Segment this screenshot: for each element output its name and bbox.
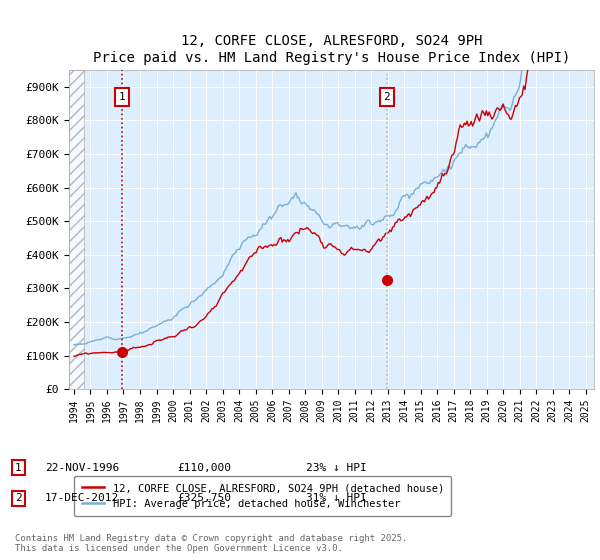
Bar [69,70,83,389]
Text: £325,750: £325,750 [177,493,231,503]
Text: 2: 2 [383,92,391,102]
Legend: 12, CORFE CLOSE, ALRESFORD, SO24 9PH (detached house), HPI: Average price, detac: 12, CORFE CLOSE, ALRESFORD, SO24 9PH (de… [74,476,451,516]
Text: 31% ↓ HPI: 31% ↓ HPI [306,493,367,503]
Text: £110,000: £110,000 [177,463,231,473]
Title: 12, CORFE CLOSE, ALRESFORD, SO24 9PH
Price paid vs. HM Land Registry's House Pri: 12, CORFE CLOSE, ALRESFORD, SO24 9PH Pri… [93,35,570,64]
Text: 22-NOV-1996: 22-NOV-1996 [45,463,119,473]
Text: Contains HM Land Registry data © Crown copyright and database right 2025.
This d: Contains HM Land Registry data © Crown c… [15,534,407,553]
Text: 1: 1 [15,463,22,473]
Text: 2: 2 [15,493,22,503]
Text: 1: 1 [118,92,125,102]
Text: 23% ↓ HPI: 23% ↓ HPI [306,463,367,473]
Text: 17-DEC-2012: 17-DEC-2012 [45,493,119,503]
